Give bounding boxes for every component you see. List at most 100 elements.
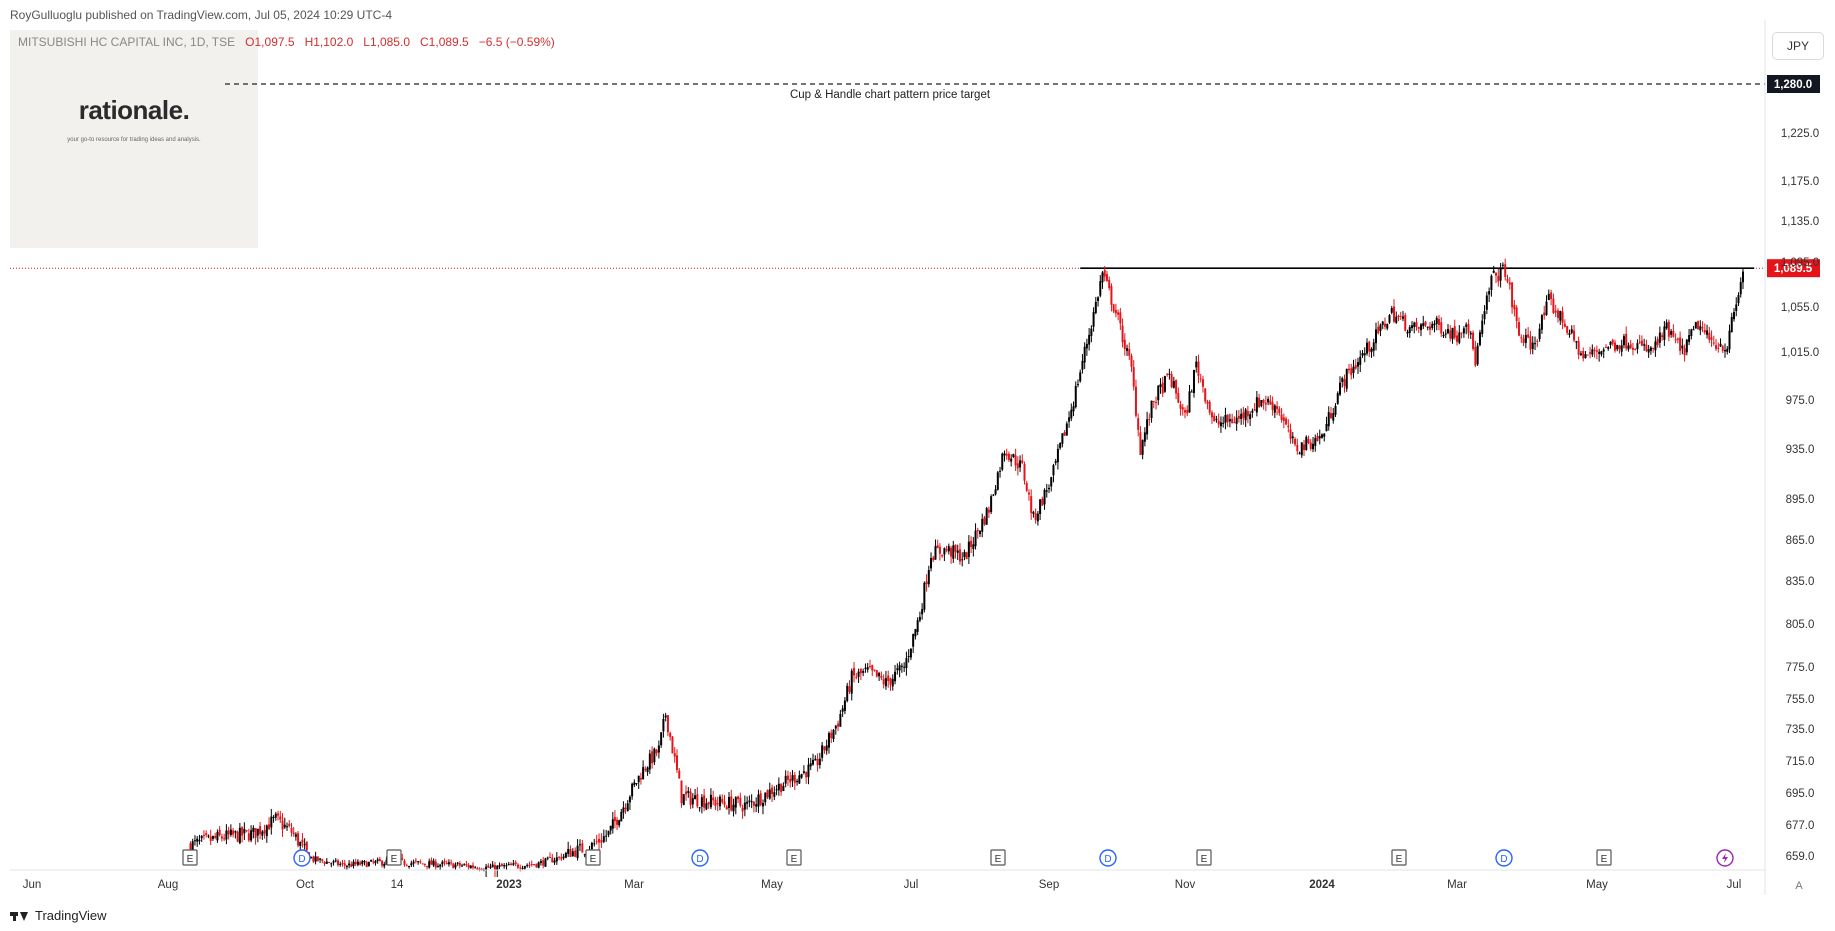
- candle-body: [485, 866, 488, 870]
- candle-body: [1126, 348, 1129, 351]
- candle-body: [976, 529, 979, 532]
- candle-body: [1529, 336, 1532, 350]
- candle-body: [328, 861, 331, 863]
- candle-body: [1294, 438, 1297, 445]
- candle-body: [1303, 444, 1306, 451]
- candle-body: [637, 775, 640, 783]
- candle-body: [651, 751, 654, 764]
- candle-body: [900, 665, 903, 667]
- candle-body: [1159, 384, 1162, 387]
- candle-body: [343, 863, 346, 866]
- candle-body: [805, 771, 808, 778]
- candle-body: [546, 857, 549, 859]
- candle-body: [283, 824, 286, 828]
- candle-body: [510, 863, 513, 866]
- candle-body: [741, 807, 744, 812]
- candle-body: [698, 807, 701, 809]
- candle-body: [1438, 319, 1440, 325]
- candle-body: [1014, 455, 1017, 466]
- candle-body: [866, 667, 869, 670]
- candle-body: [730, 796, 733, 811]
- candle-body: [1048, 487, 1051, 490]
- candle-body: [412, 861, 415, 864]
- candle-body: [1309, 442, 1312, 449]
- candle-body: [648, 753, 651, 770]
- candle-body: [1039, 499, 1042, 515]
- candle-body: [1701, 327, 1704, 329]
- earnings-marker-label: E: [791, 854, 798, 865]
- candle-body: [848, 686, 851, 692]
- candle-body: [1177, 392, 1180, 403]
- currency-button[interactable]: JPY: [1772, 32, 1824, 60]
- candle-body: [1591, 349, 1594, 355]
- candle-body: [1235, 417, 1238, 424]
- candle-body: [921, 609, 924, 615]
- candle-body: [1534, 343, 1537, 345]
- candle-body: [882, 678, 885, 685]
- candle-body: [1474, 347, 1477, 366]
- candle-body: [1134, 386, 1137, 416]
- candle-body: [410, 863, 413, 866]
- candle-body: [1251, 410, 1254, 413]
- auto-scale-button[interactable]: A: [1795, 880, 1803, 892]
- earnings-marker-label: E: [187, 854, 194, 865]
- candle-body: [994, 489, 997, 495]
- candle-body: [850, 670, 853, 694]
- y-tick-label: 677.0: [1786, 820, 1815, 832]
- candle-body: [1561, 311, 1564, 323]
- candle-body: [551, 857, 554, 863]
- candle-body: [1602, 349, 1605, 352]
- candle-body: [560, 857, 563, 860]
- candle-body: [1226, 414, 1229, 423]
- candle-body: [1101, 272, 1104, 283]
- candle-body: [814, 758, 817, 761]
- candle-body: [611, 819, 614, 829]
- candle-body: [1112, 304, 1115, 312]
- candle-body: [225, 830, 228, 840]
- y-tick-label: 1,095.0: [1781, 257, 1819, 269]
- candle-body: [1717, 347, 1720, 349]
- candle-body: [970, 540, 973, 547]
- earnings-marker-label: E: [590, 854, 597, 865]
- candle-body: [1424, 321, 1427, 326]
- candle-body: [1363, 353, 1366, 356]
- candle-body: [1034, 513, 1037, 520]
- candle-body: [1217, 420, 1220, 425]
- candle-body: [1059, 442, 1062, 449]
- candle-body: [620, 811, 623, 822]
- candle-body: [1538, 328, 1541, 340]
- candle-body: [463, 864, 466, 866]
- candle-body: [1453, 326, 1456, 338]
- candle-body: [1577, 341, 1580, 355]
- candle-body: [705, 803, 708, 810]
- candle-body: [709, 794, 712, 808]
- candle-body: [1733, 312, 1735, 320]
- candle-body: [1199, 378, 1202, 380]
- candle-body: [243, 828, 246, 834]
- candle-body: [721, 798, 724, 803]
- candle-body: [1631, 347, 1634, 350]
- candle-body: [1566, 325, 1569, 333]
- candle-body: [1117, 312, 1120, 315]
- candle-body: [613, 817, 616, 822]
- candle-body: [471, 865, 474, 868]
- candle-body: [1114, 309, 1117, 314]
- candle-body: [277, 813, 280, 816]
- candle-body: [894, 671, 897, 682]
- candle-body: [1224, 415, 1227, 423]
- candle-body: [1531, 342, 1534, 350]
- candle-body: [334, 860, 337, 862]
- candle-body: [999, 470, 1002, 472]
- candle-body: [316, 856, 319, 861]
- x-tick-label: May: [1586, 879, 1608, 891]
- candle-body: [1415, 322, 1418, 327]
- candle-body: [1647, 349, 1650, 353]
- candle-body: [196, 838, 199, 842]
- candle-body: [1408, 327, 1411, 333]
- candle-body: [432, 860, 435, 866]
- candle-body: [1607, 347, 1610, 349]
- candle-body: [200, 836, 203, 839]
- candle-body: [341, 862, 344, 864]
- candle-body: [923, 582, 926, 610]
